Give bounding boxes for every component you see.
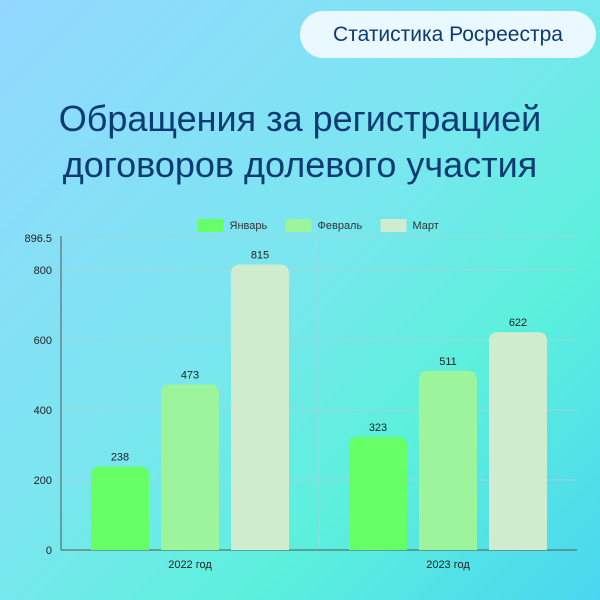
legend-swatch [380, 219, 407, 232]
bar-Март [231, 264, 289, 550]
bar-value-label: 622 [509, 317, 527, 329]
bar-Февраль [161, 384, 219, 550]
x-category-label: 2023 год [426, 559, 470, 571]
bar-value-label: 238 [111, 452, 129, 464]
x-category-label: 2022 год [168, 559, 212, 571]
title-line-2: договоров долевого участия [62, 144, 538, 185]
bar-value-label: 323 [369, 422, 387, 434]
bar-value-label: 473 [181, 369, 199, 381]
y-tick-label: 200 [34, 475, 52, 487]
bar-value-label: 815 [251, 250, 269, 262]
y-tick-label: 0 [46, 545, 52, 557]
legend-label: Январь [230, 220, 268, 232]
y-tick-label: 800 [34, 265, 52, 277]
legend-label: Март [413, 220, 439, 232]
bar-Январь [349, 436, 407, 550]
title-line-1: Обращения за регистрацией [58, 98, 542, 139]
legend-swatch [285, 219, 312, 232]
y-max-tick-label: 896.5 [24, 233, 52, 245]
bar-value-label: 511 [439, 356, 457, 368]
legend-label: Февраль [318, 220, 363, 232]
bar-Февраль [419, 371, 477, 550]
bar-Январь [91, 466, 149, 550]
y-tick-label: 600 [34, 335, 52, 347]
bar-Март [489, 332, 547, 550]
y-tick-label: 400 [34, 405, 52, 417]
source-badge: Статистика Росреестра [300, 11, 596, 58]
page-title: Обращения за регистрацией договоров доле… [0, 96, 600, 188]
legend-swatch [197, 219, 224, 232]
